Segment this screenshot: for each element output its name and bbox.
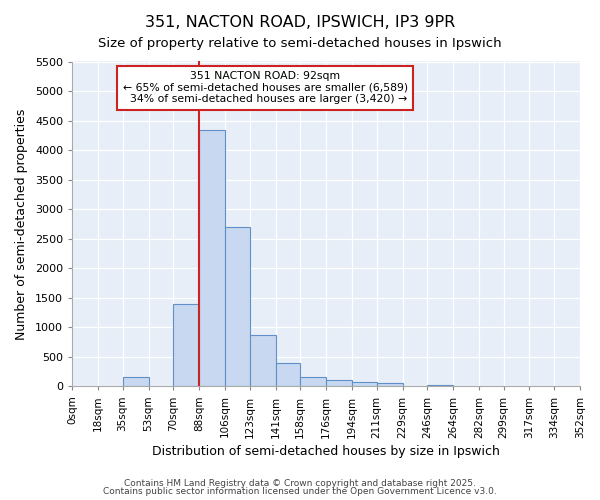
Bar (326, 380, 352, 386)
Bar (173, 304, 199, 386)
Text: Contains public sector information licensed under the Open Government Licence v3: Contains public sector information licen… (103, 487, 497, 496)
Text: 351, NACTON ROAD, IPSWICH, IP3 9PR: 351, NACTON ROAD, IPSWICH, IP3 9PR (145, 15, 455, 30)
X-axis label: Distribution of semi-detached houses by size in Ipswich: Distribution of semi-detached houses by … (152, 444, 500, 458)
Text: Contains HM Land Registry data © Crown copyright and database right 2025.: Contains HM Land Registry data © Crown c… (124, 479, 476, 488)
Y-axis label: Number of semi-detached properties: Number of semi-detached properties (15, 108, 28, 340)
Bar (275, 364, 300, 386)
Bar (427, 384, 453, 386)
Bar (199, 130, 225, 386)
Bar (377, 384, 403, 386)
Bar (250, 335, 275, 386)
Bar (300, 377, 326, 386)
Bar (122, 377, 149, 386)
Text: 351 NACTON ROAD: 92sqm  
← 65% of semi-detached houses are smaller (6,589)
  34%: 351 NACTON ROAD: 92sqm ← 65% of semi-det… (122, 71, 407, 104)
Text: Size of property relative to semi-detached houses in Ipswich: Size of property relative to semi-detach… (98, 38, 502, 51)
Bar (352, 382, 377, 386)
Bar (225, 227, 250, 386)
